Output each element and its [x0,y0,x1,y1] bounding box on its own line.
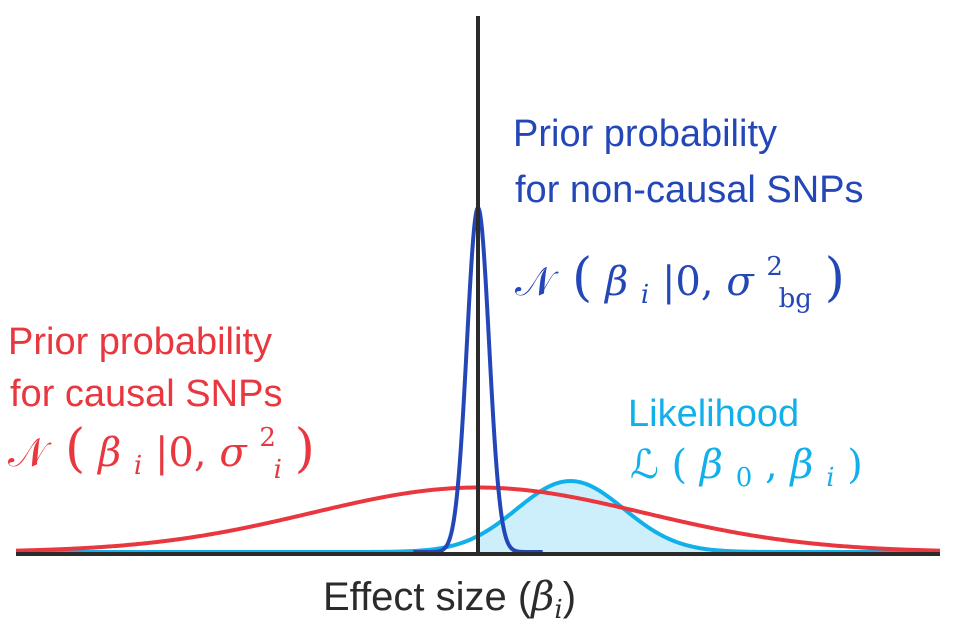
sigma-symbol: σ [726,259,755,305]
formula-open-paren: ( [672,442,688,488]
noncausal-label-line1: Prior probability [513,113,777,155]
beta-subscript-i: i [826,463,834,493]
normal-dist-symbol: 𝒩 [515,259,559,305]
noncausal-prior-label: Prior probability for non-causal SNPs 𝒩 … [513,113,864,317]
sigma-symbol: σ [219,430,248,476]
beta-symbol: β [698,442,723,488]
formula-open-paren: ( [65,419,85,479]
formula-condition: |0, [662,259,726,305]
beta-symbol: β [788,442,813,488]
beta-subscript: i [134,451,142,481]
likelihood-symbol: ℒ [630,442,659,488]
formula-close-paren: ) [295,419,315,479]
formula-close-paren: ) [847,442,863,488]
normal-dist-symbol: 𝒩 [8,430,52,476]
causal-prior-label: Prior probability for causal SNPs 𝒩 ( β … [8,321,315,488]
noncausal-formula: 𝒩 ( β i |0, σ 2 bg ) [515,239,845,317]
likelihood-formula: ℒ ( β 0 , β i ) [630,442,863,496]
x-axis-close-paren: ) [563,575,576,619]
x-axis-beta-subscript: i [554,595,562,625]
sigma-subscript: bg [779,284,812,314]
beta-symbol: β [603,259,628,305]
x-axis-label: Effect size (βi) [323,574,576,625]
formula-separator: , [765,442,790,488]
beta-subscript-0: 0 [736,463,753,493]
likelihood-title: Likelihood [628,393,799,435]
causal-label-line1: Prior probability [8,321,272,363]
likelihood-shaded-area [478,481,940,552]
beta-subscript: i [641,280,649,310]
x-axis-beta: β [529,574,554,620]
beta-symbol: β [96,430,121,476]
sigma-superscript: 2 [259,423,276,453]
formula-condition: |0, [155,430,219,476]
likelihood-label: Likelihood ℒ ( β 0 , β i ) [628,393,863,496]
sigma-superscript: 2 [766,252,783,282]
x-axis-label-text: Effect size ( [323,575,532,619]
sigma-subscript: i [274,455,282,485]
causal-label-line2: for causal SNPs [10,373,282,415]
formula-open-paren: ( [572,248,592,308]
formula-close-paren: ) [825,248,845,308]
noncausal-label-line2: for non-causal SNPs [515,169,864,211]
causal-formula: 𝒩 ( β i |0, σ 2 i ) [8,410,315,488]
